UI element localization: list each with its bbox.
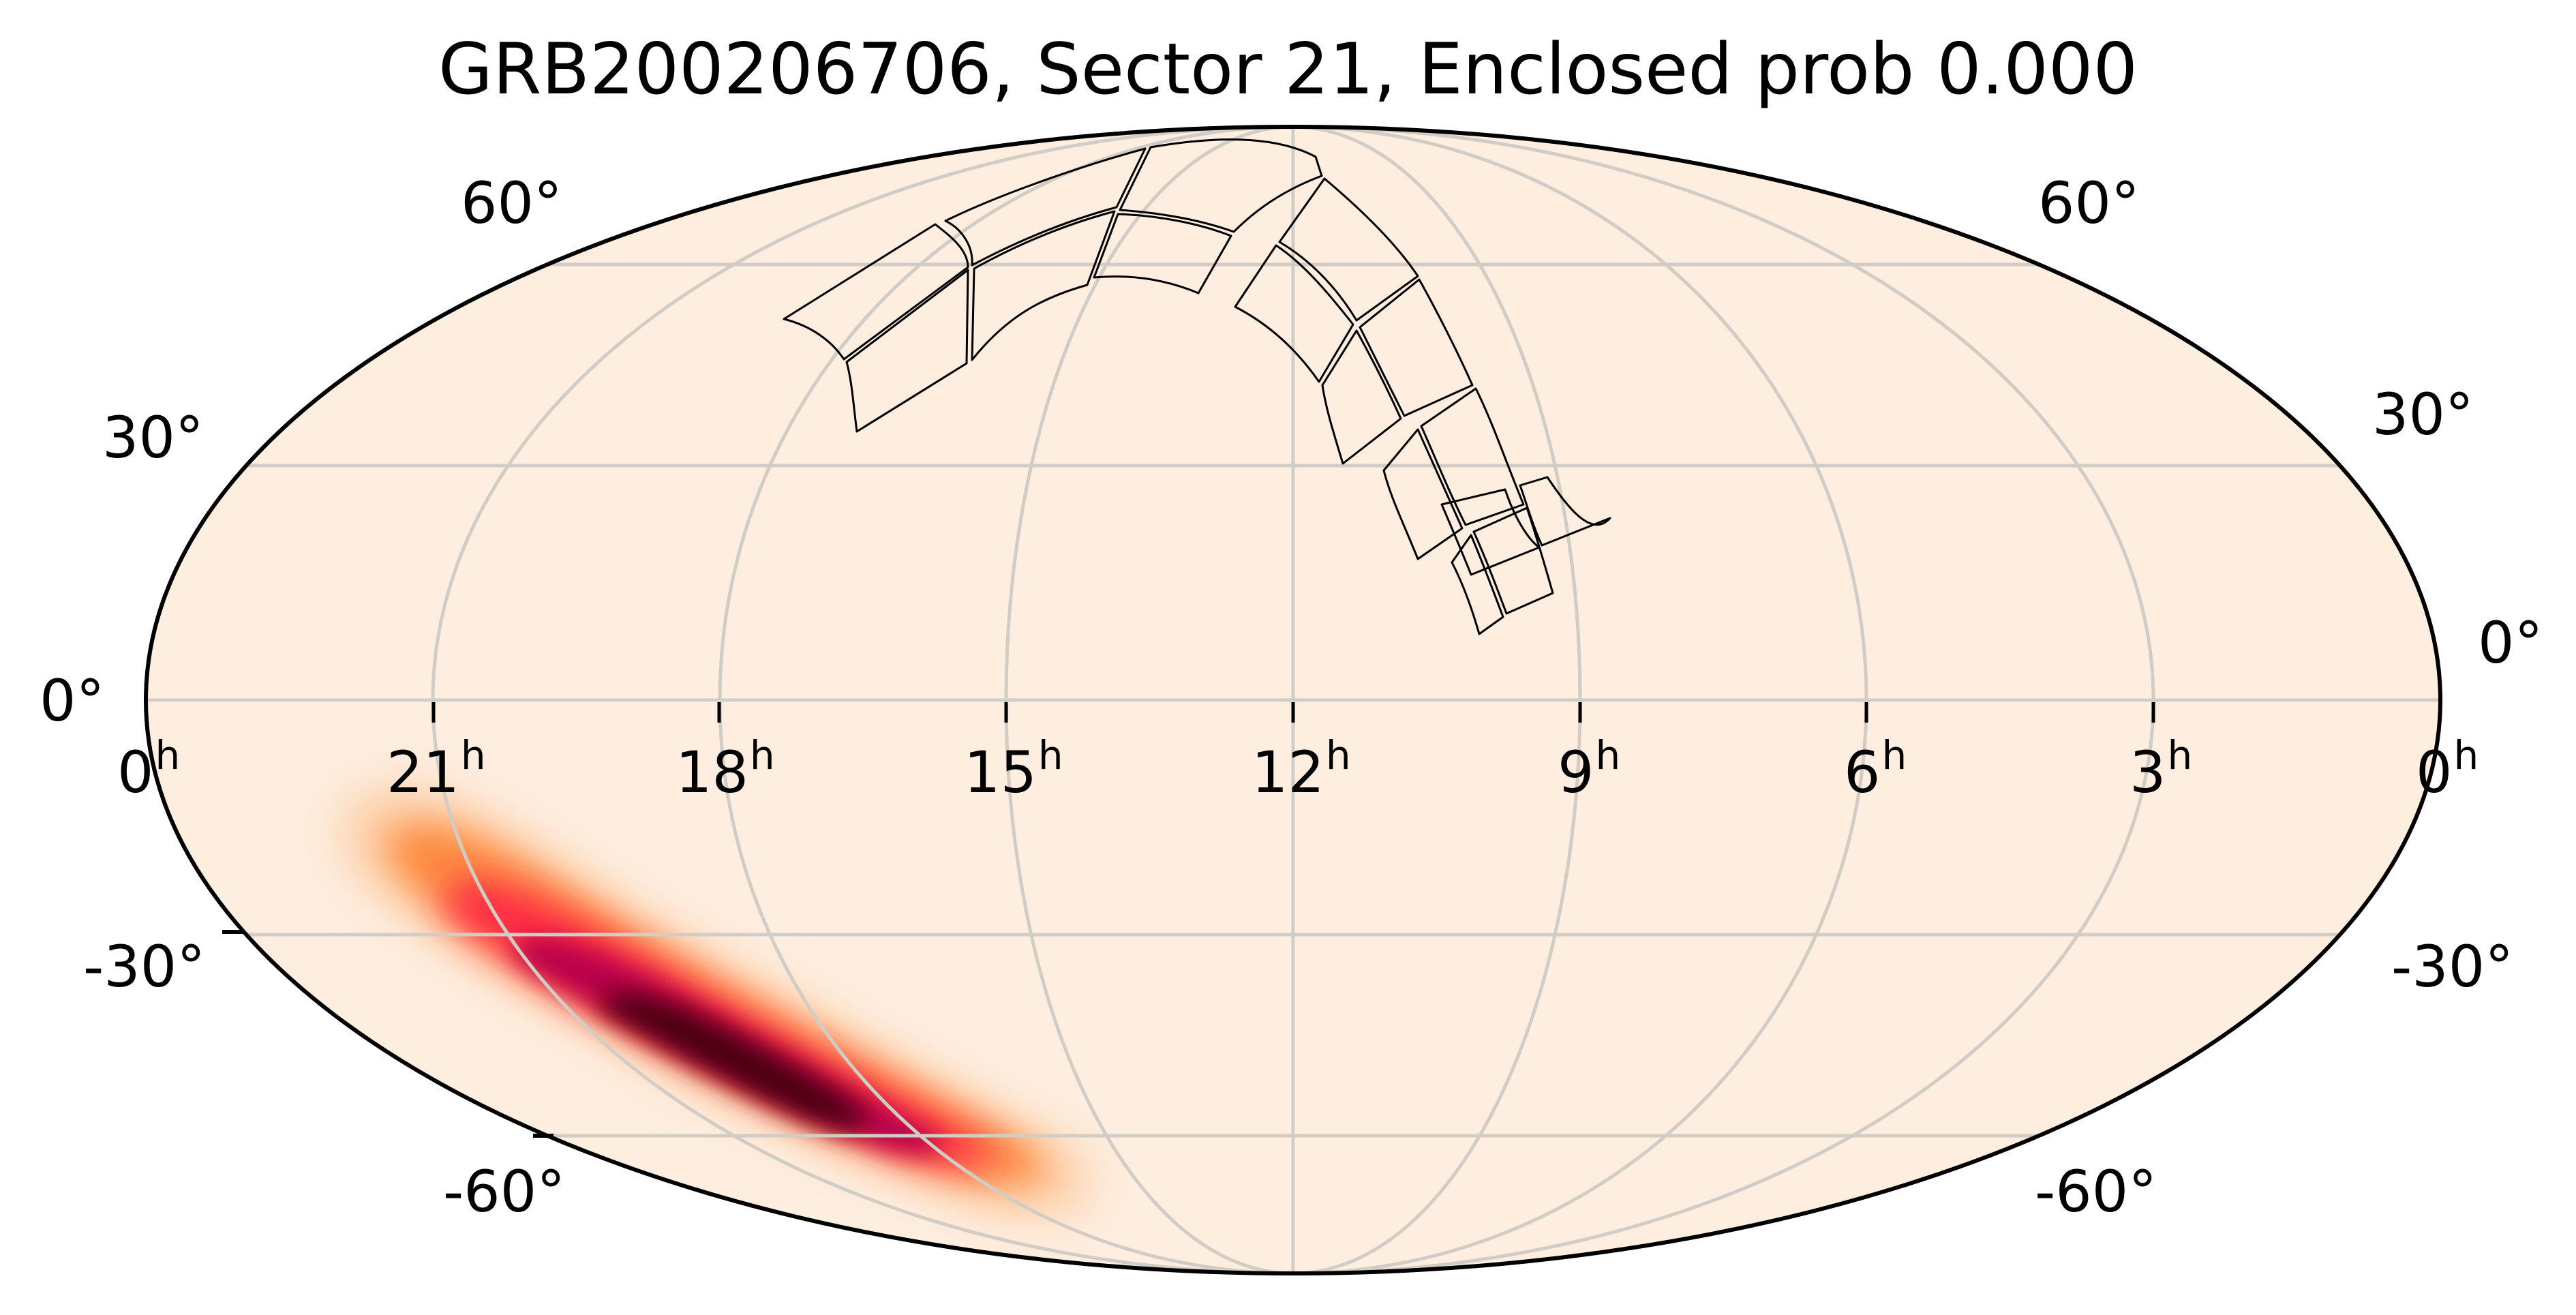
tess-footprint bbox=[783, 138, 1611, 635]
dec-label-left-m60: -60° bbox=[443, 1158, 566, 1225]
ra-label-6h: 6h bbox=[1844, 732, 1907, 806]
footprint-ccd bbox=[1119, 138, 1323, 233]
probability-heatmap bbox=[342, 790, 1091, 1213]
footprint-ccd bbox=[944, 147, 1147, 267]
meridian-9h-15h bbox=[1004, 127, 1582, 1273]
meridian-3h-21h bbox=[431, 127, 2155, 1273]
ra-label-0h-right: 0h bbox=[2416, 732, 2479, 806]
footprint-ccd bbox=[1382, 428, 1464, 560]
dec-ticks bbox=[222, 930, 554, 1138]
chart-title: GRB200206706, Sector 21, Enclosed prob 0… bbox=[438, 29, 2138, 110]
footprint-ccd bbox=[1472, 507, 1554, 615]
footprint-ccd bbox=[971, 210, 1116, 361]
footprint-ccd bbox=[1359, 278, 1474, 417]
ra-label-18h: 18h bbox=[676, 732, 775, 806]
footprint-ccd bbox=[1440, 488, 1541, 576]
footprint-ccd bbox=[845, 269, 969, 433]
footprint-ccd bbox=[1451, 534, 1504, 635]
dec-label-left-0: 0° bbox=[40, 667, 105, 734]
dec-label-right-60: 60° bbox=[2038, 170, 2140, 237]
footprint-ccd bbox=[1278, 177, 1419, 322]
dec-label-right-m60: -60° bbox=[2035, 1158, 2157, 1225]
meridian-6h-18h bbox=[718, 127, 1868, 1273]
ra-label-15h: 15h bbox=[964, 732, 1063, 806]
plot-frame bbox=[144, 125, 2442, 1275]
ra-ticks bbox=[431, 702, 2155, 723]
dec-label-right-0: 0° bbox=[2478, 609, 2543, 676]
dec-label-right-m30: -30° bbox=[2391, 933, 2514, 1000]
footprint-ccd bbox=[1420, 387, 1525, 526]
ra-label-9h: 9h bbox=[1558, 732, 1621, 806]
ra-label-0h-left: 0h bbox=[117, 732, 181, 806]
dec-label-left-60: 60° bbox=[461, 170, 562, 237]
dec-label-left-m30: -30° bbox=[83, 933, 206, 1000]
footprint-ccd bbox=[783, 223, 969, 361]
dec-label-right-30: 30° bbox=[2372, 381, 2474, 448]
ra-label-21h: 21h bbox=[387, 732, 486, 806]
footprint-ccd bbox=[1321, 329, 1402, 465]
ra-label-12h: 12h bbox=[1252, 732, 1351, 806]
footprint-ccd bbox=[1093, 213, 1232, 294]
dec-label-left-30: 30° bbox=[102, 404, 204, 471]
footprint-ccd bbox=[1519, 476, 1611, 547]
ra-label-3h: 3h bbox=[2130, 732, 2193, 806]
footprint-ccd bbox=[1234, 244, 1354, 383]
